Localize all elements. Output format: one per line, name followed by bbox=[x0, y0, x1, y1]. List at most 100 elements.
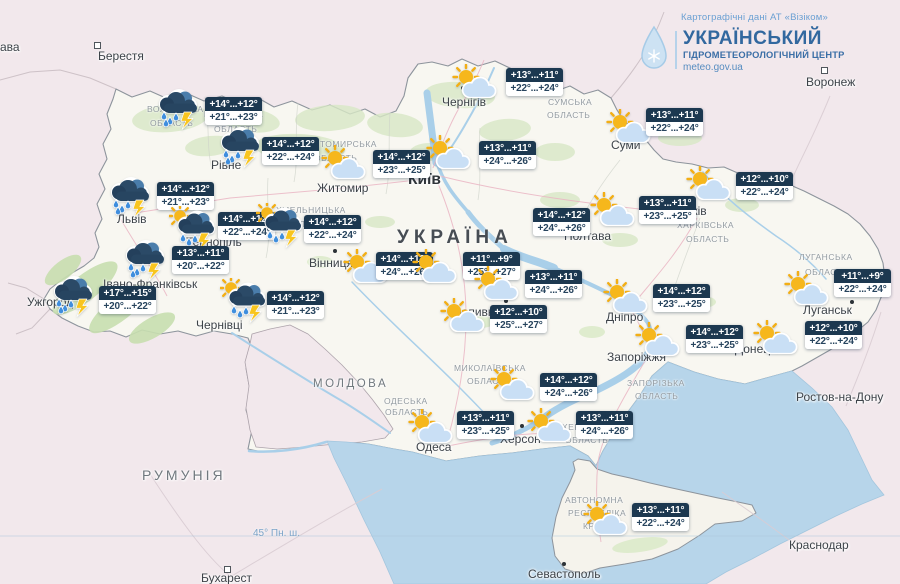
temp-range-primary: +12°...+10° bbox=[736, 172, 793, 186]
city-label: Ростов-на-Дону bbox=[796, 390, 884, 404]
city-label: Севастополь bbox=[528, 567, 601, 581]
temp-range-primary: +14°...+12° bbox=[373, 150, 430, 164]
city-label: Воронеж bbox=[806, 75, 856, 89]
temp-range-secondary: +24°...+26° bbox=[576, 425, 633, 439]
region-label: ОБЛАСТЬ bbox=[547, 110, 591, 120]
temp-range-secondary: +21°...+23° bbox=[205, 111, 262, 125]
sun-rain-thunder-icon bbox=[219, 277, 268, 329]
temp-label-lviv: +14°...+12° +21°...+23° bbox=[157, 182, 214, 210]
hydromet-logo-block: УКРАЇНСЬКИЙ ГІДРОМЕТЕОРОЛОГІЧНИЙ ЦЕНТР m… bbox=[638, 24, 845, 76]
sun-cloud-icon bbox=[784, 270, 830, 310]
city-label: Житомир bbox=[317, 181, 369, 195]
city-marker bbox=[224, 566, 231, 573]
temp-range-secondary: +22°...+24° bbox=[736, 186, 793, 200]
temp-range-secondary: +24°...+26° bbox=[533, 222, 590, 236]
sun-cloud-icon bbox=[412, 248, 458, 288]
temp-label-luhansk: +11°...+9° +22°...+24° bbox=[834, 269, 891, 297]
temp-range-primary: +14°...+12° bbox=[533, 208, 590, 222]
temp-range-primary: +13°...+11° bbox=[646, 108, 703, 122]
city-label: Чернівці bbox=[196, 318, 243, 332]
region-label: ОБЛАСТЬ bbox=[686, 234, 730, 244]
region-label: ЛУГАНСЬКА bbox=[799, 252, 853, 262]
temp-label-kharkiv-east: +12°...+10° +22°...+24° bbox=[736, 172, 793, 200]
city-marker bbox=[504, 299, 508, 303]
sun-cloud-icon bbox=[426, 134, 472, 174]
temp-range-secondary: +22°...+24° bbox=[632, 517, 689, 531]
region-label: ОБЛАСТЬ bbox=[467, 376, 511, 386]
sun-rain-thunder-icon bbox=[255, 202, 304, 254]
temp-range-primary: +13°...+11° bbox=[576, 411, 633, 425]
temp-label-zaporizhzhia: +14°...+12° +23°...+25° bbox=[686, 325, 743, 353]
temp-range-primary: +12°...+10° bbox=[805, 321, 862, 335]
sun-cloud-icon bbox=[686, 165, 732, 205]
city-marker bbox=[562, 562, 566, 566]
temp-range-secondary: +23°...+25° bbox=[686, 339, 743, 353]
logo-url-link[interactable]: meteo.gov.ua bbox=[683, 62, 743, 73]
rain-thunder-cloud-icon bbox=[216, 126, 262, 175]
temp-label-lutsk: +14°...+12° +21°...+23° bbox=[205, 97, 262, 125]
temp-range-primary: +13°...+11° bbox=[506, 68, 563, 82]
temp-range-primary: +13°...+11° bbox=[632, 503, 689, 517]
temp-label-zhytomyr: +14°...+12° +23°...+25° bbox=[373, 150, 430, 178]
logo-subtitle: ГІДРОМЕТЕОРОЛОГІЧНИЙ ЦЕНТР bbox=[683, 50, 845, 60]
temp-range-primary: +17°...+15° bbox=[99, 286, 156, 300]
sun-cloud-icon bbox=[474, 265, 520, 305]
temp-range-secondary: +22°...+24° bbox=[834, 283, 891, 297]
temp-range-secondary: +23°...+25° bbox=[373, 164, 430, 178]
city-marker bbox=[94, 42, 101, 49]
sun-cloud-icon bbox=[635, 321, 681, 361]
temp-label-chernihiv: +13°...+11° +22°...+24° bbox=[506, 68, 563, 96]
city-label: Луганськ bbox=[803, 303, 852, 317]
temp-range-secondary: +22°...+24° bbox=[805, 335, 862, 349]
temp-range-secondary: +22°...+24° bbox=[218, 226, 275, 240]
temp-range-secondary: +24°...+26° bbox=[525, 284, 582, 298]
temp-label-ternopil: +14°...+12° +22°...+24° bbox=[218, 212, 275, 240]
city-label: Краснодар bbox=[789, 538, 849, 552]
region-label: ОДЕСЬКА bbox=[384, 396, 428, 406]
temp-label-kyiv: +13°...+11° +24°...+26° bbox=[479, 141, 536, 169]
region-label: ЖИТОМИРСЬКА bbox=[305, 139, 377, 149]
latitude-label: 45° Пн. ш. bbox=[253, 528, 300, 539]
temp-range-secondary: +24°...+26° bbox=[479, 155, 536, 169]
region-label: ЗАПОРІЗЬКА bbox=[627, 378, 685, 388]
region-label: ХАРКІВСЬКА bbox=[677, 220, 735, 230]
city-marker bbox=[850, 300, 854, 304]
temp-label-ivano-frankivsk: +13°...+11° +20°...+22° bbox=[172, 246, 229, 274]
sun-rain-thunder-icon bbox=[168, 205, 217, 257]
temp-range-secondary: +20°...+22° bbox=[172, 260, 229, 274]
city-label: Бухарест bbox=[201, 571, 252, 584]
temp-range-secondary: +22°...+24° bbox=[506, 82, 563, 96]
temp-label-dnipro: +14°...+12° +23°...+25° bbox=[653, 284, 710, 312]
city-marker bbox=[520, 424, 524, 428]
temp-range-primary: +14°...+12° bbox=[262, 137, 319, 151]
region-label: СУМСЬКА bbox=[548, 97, 593, 107]
water-drop-snowflake-icon bbox=[641, 25, 667, 69]
region-label: ОБЛАСТЬ bbox=[385, 407, 429, 417]
temp-label-odesa: +13°...+11° +23°...+25° bbox=[457, 411, 514, 439]
city-label: Львів bbox=[117, 212, 147, 226]
temp-range-primary: +14°...+12° bbox=[686, 325, 743, 339]
temp-range-secondary: +23°...+25° bbox=[653, 298, 710, 312]
sun-cloud-icon bbox=[527, 407, 573, 447]
city-label: Берестя bbox=[98, 49, 144, 63]
region-label: ОБЛАСТЬ bbox=[635, 391, 679, 401]
logo-title: УКРАЇНСЬКИЙ bbox=[683, 28, 822, 49]
temp-range-primary: +14°...+12° bbox=[218, 212, 275, 226]
temp-range-secondary: +24°...+26° bbox=[540, 387, 597, 401]
temp-label-cherkasy: +13°...+11° +24°...+26° bbox=[525, 270, 582, 298]
temp-range-secondary: +23°...+25° bbox=[639, 210, 696, 224]
city-label: ава bbox=[0, 40, 20, 54]
temp-label-rivne: +14°...+12° +22°...+24° bbox=[262, 137, 319, 165]
region-label: ОБЛАСТЬ bbox=[805, 267, 849, 277]
temp-range-primary: +13°...+11° bbox=[639, 196, 696, 210]
temp-label-kharkiv: +13°...+11° +23°...+25° bbox=[639, 196, 696, 224]
temp-range-secondary: +22°...+24° bbox=[304, 229, 361, 243]
rain-thunder-cloud-icon bbox=[121, 239, 167, 288]
country-label-ukraine: УКРАЇНА bbox=[397, 227, 513, 248]
temp-label-poltava: +14°...+12° +24°...+26° bbox=[533, 208, 590, 236]
temp-range-primary: +11°...+9° bbox=[834, 269, 891, 283]
temp-label-center: +11°...+9° +25°...+27° bbox=[463, 252, 520, 280]
rain-thunder-cloud-icon bbox=[106, 176, 152, 225]
temp-label-donetsk: +12°...+10° +22°...+24° bbox=[805, 321, 862, 349]
